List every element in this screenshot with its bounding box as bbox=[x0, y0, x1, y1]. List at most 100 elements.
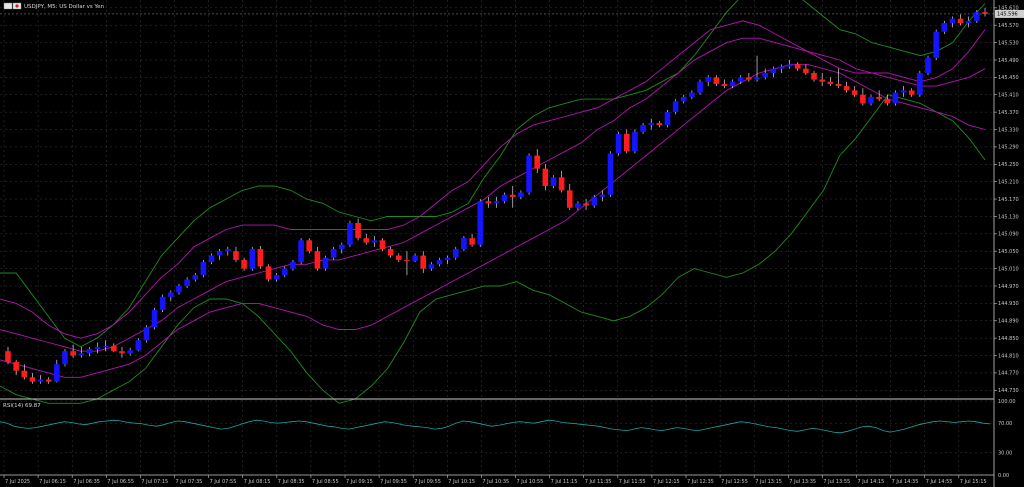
candle bbox=[208, 253, 215, 265]
candle bbox=[648, 118, 654, 130]
rsi-axis[interactable]: 100.00 70.00 30.00 0.00 bbox=[998, 399, 1016, 479]
candle-body bbox=[257, 249, 264, 267]
candle-body bbox=[241, 259, 247, 269]
rsi-tick-label: 0.00 bbox=[998, 473, 1009, 479]
candle bbox=[387, 246, 394, 258]
candle-body bbox=[656, 123, 663, 126]
candle bbox=[233, 246, 239, 263]
candle bbox=[778, 64, 785, 74]
candle-body bbox=[428, 264, 435, 269]
candle-body bbox=[925, 57, 931, 74]
candle-body bbox=[420, 255, 427, 269]
candle bbox=[941, 20, 948, 34]
candle bbox=[37, 375, 44, 384]
candle bbox=[851, 86, 858, 97]
price-tick-label: 145.250 bbox=[998, 162, 1019, 168]
candle bbox=[664, 109, 671, 128]
candlestick-series[interactable] bbox=[5, 7, 988, 384]
candle-body bbox=[249, 249, 256, 269]
candle-body bbox=[575, 203, 581, 208]
candle-body bbox=[851, 90, 858, 95]
candle-body bbox=[452, 249, 459, 258]
candle bbox=[974, 9, 980, 24]
candle-body bbox=[729, 81, 736, 87]
candle-body bbox=[558, 177, 565, 191]
candle bbox=[656, 120, 663, 128]
candle bbox=[575, 201, 581, 210]
flag-jpy-dot bbox=[15, 4, 19, 8]
candle bbox=[591, 194, 597, 208]
candle bbox=[396, 253, 402, 263]
candle-body bbox=[794, 64, 801, 69]
candle bbox=[705, 75, 711, 87]
candle-body bbox=[485, 201, 492, 204]
candle bbox=[632, 129, 638, 154]
candle-body bbox=[534, 155, 541, 169]
symbol-header: USDJPY, M5: US Dollar vs Yen bbox=[3, 2, 104, 10]
candle bbox=[159, 294, 166, 313]
candle-body bbox=[330, 249, 337, 258]
candle-body bbox=[786, 64, 793, 67]
candle bbox=[680, 94, 687, 104]
candle bbox=[933, 29, 939, 60]
candle bbox=[518, 190, 524, 200]
candle bbox=[566, 183, 573, 210]
candle-body bbox=[371, 240, 378, 243]
candle-body bbox=[827, 81, 834, 84]
candle-body bbox=[339, 244, 345, 250]
candle bbox=[94, 342, 101, 354]
candle bbox=[615, 131, 622, 156]
price-axis[interactable]: 145.610 145.570 145.530 145.490 145.450 145.4… bbox=[994, 6, 1019, 394]
candle-body bbox=[583, 203, 589, 206]
candle bbox=[54, 359, 60, 383]
candle-body bbox=[176, 285, 182, 293]
time-axis[interactable]: 7 Jul 2025 7 Jul 06:15 7 Jul 06:35 7 Jul 06… bbox=[3, 475, 987, 485]
price-tick-label: 144.810 bbox=[998, 353, 1019, 359]
candle bbox=[257, 246, 264, 269]
candle-body bbox=[322, 257, 329, 269]
candle-body bbox=[623, 133, 630, 152]
price-tick-label: 145.410 bbox=[998, 93, 1019, 99]
candle bbox=[550, 175, 557, 189]
time-tick-label: 7 Jul 14:15 bbox=[858, 479, 885, 485]
candle bbox=[29, 372, 36, 384]
candle-body bbox=[860, 94, 866, 104]
candle bbox=[200, 259, 207, 278]
candle bbox=[477, 199, 484, 247]
candle-body bbox=[900, 90, 907, 93]
price-tick-label: 144.730 bbox=[998, 388, 1019, 394]
time-tick-label: 7 Jul 12:35 bbox=[687, 479, 714, 485]
candle bbox=[623, 129, 630, 154]
candle bbox=[640, 123, 646, 134]
candle bbox=[729, 79, 736, 89]
price-tick-label: 145.490 bbox=[998, 58, 1019, 64]
candle bbox=[306, 238, 313, 254]
price-tick-label: 145.050 bbox=[998, 249, 1019, 255]
candle-body bbox=[396, 255, 402, 260]
candle-body bbox=[290, 262, 296, 269]
time-tick-label: 7 Jul 11:55 bbox=[619, 479, 646, 485]
candle-body bbox=[127, 350, 133, 354]
candle-body bbox=[672, 101, 679, 113]
candle bbox=[428, 262, 435, 271]
grid-lines bbox=[0, 0, 994, 476]
price-tick-label: 145.530 bbox=[998, 40, 1019, 46]
candle-body bbox=[37, 379, 44, 382]
candle bbox=[501, 192, 508, 204]
candle bbox=[78, 346, 85, 358]
bb-inner-lower bbox=[0, 63, 986, 378]
candle-body bbox=[45, 379, 52, 382]
candle bbox=[957, 14, 964, 26]
time-tick-label: 7 Jul 07:35 bbox=[176, 479, 203, 485]
time-tick-label: 7 Jul 09:15 bbox=[346, 479, 373, 485]
candle-body bbox=[754, 77, 760, 80]
flag-usd-icon bbox=[3, 2, 13, 10]
candle bbox=[151, 307, 158, 330]
candle bbox=[672, 99, 679, 115]
candle-body bbox=[803, 68, 809, 74]
candle bbox=[249, 246, 256, 271]
candle bbox=[452, 246, 459, 260]
time-tick-label: 7 Jul 09:35 bbox=[380, 479, 407, 485]
candle-body bbox=[648, 123, 654, 126]
